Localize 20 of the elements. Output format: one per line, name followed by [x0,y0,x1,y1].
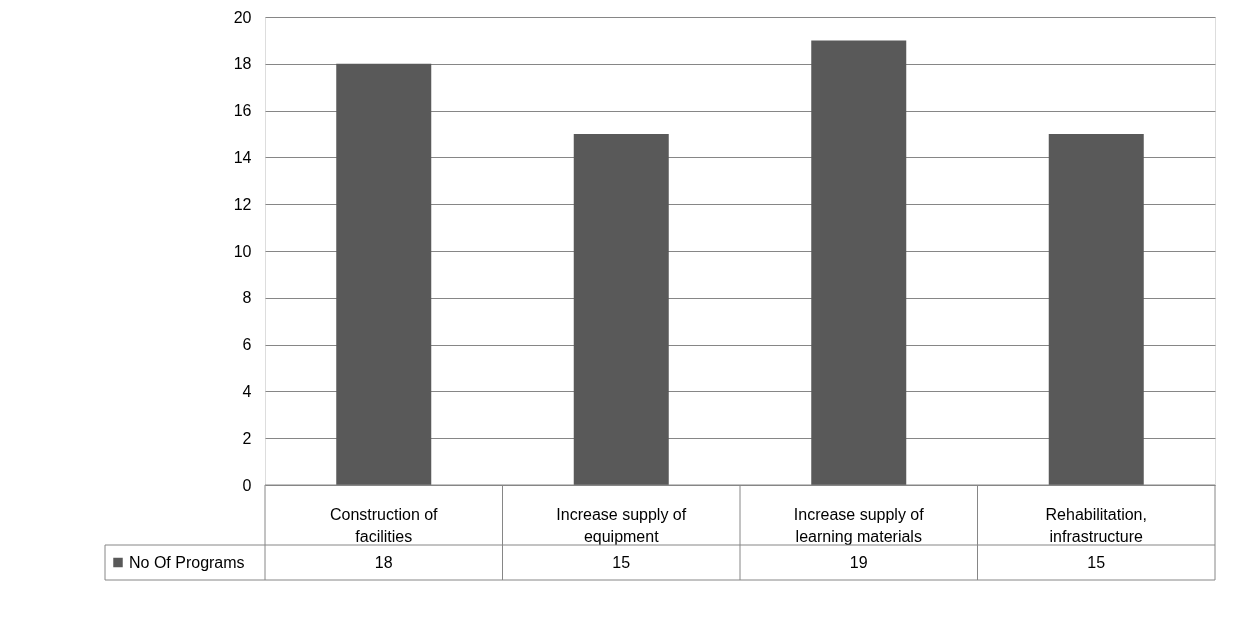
y-tick-label: 6 [242,336,252,354]
y-tick-label: 20 [233,8,252,26]
data-label: 18 [374,553,393,571]
y-tick-label: 2 [242,429,252,447]
y-tick-label: 8 [242,289,252,307]
y-tick-label: 12 [233,195,252,213]
y-tick-label: 18 [233,55,252,73]
data-label: 15 [612,553,631,571]
data-label: 19 [849,553,868,571]
y-tick-label: 16 [233,102,252,120]
x-tick-label: Increase supply of equipment [556,506,687,545]
x-tick-label: Increase supply of learning materials [793,506,925,545]
data-label: 15 [1087,553,1106,571]
legend-label: No Of Programs [129,553,245,571]
x-tick-label: Construction of facilities [329,506,439,545]
y-tick-label: 0 [242,476,252,494]
y-tick-label: 10 [233,242,252,260]
y-tick-label: 4 [242,382,252,400]
x-tick-label: Rehabilitation, infrastructure [1045,506,1147,545]
y-tick-label: 14 [233,148,252,166]
